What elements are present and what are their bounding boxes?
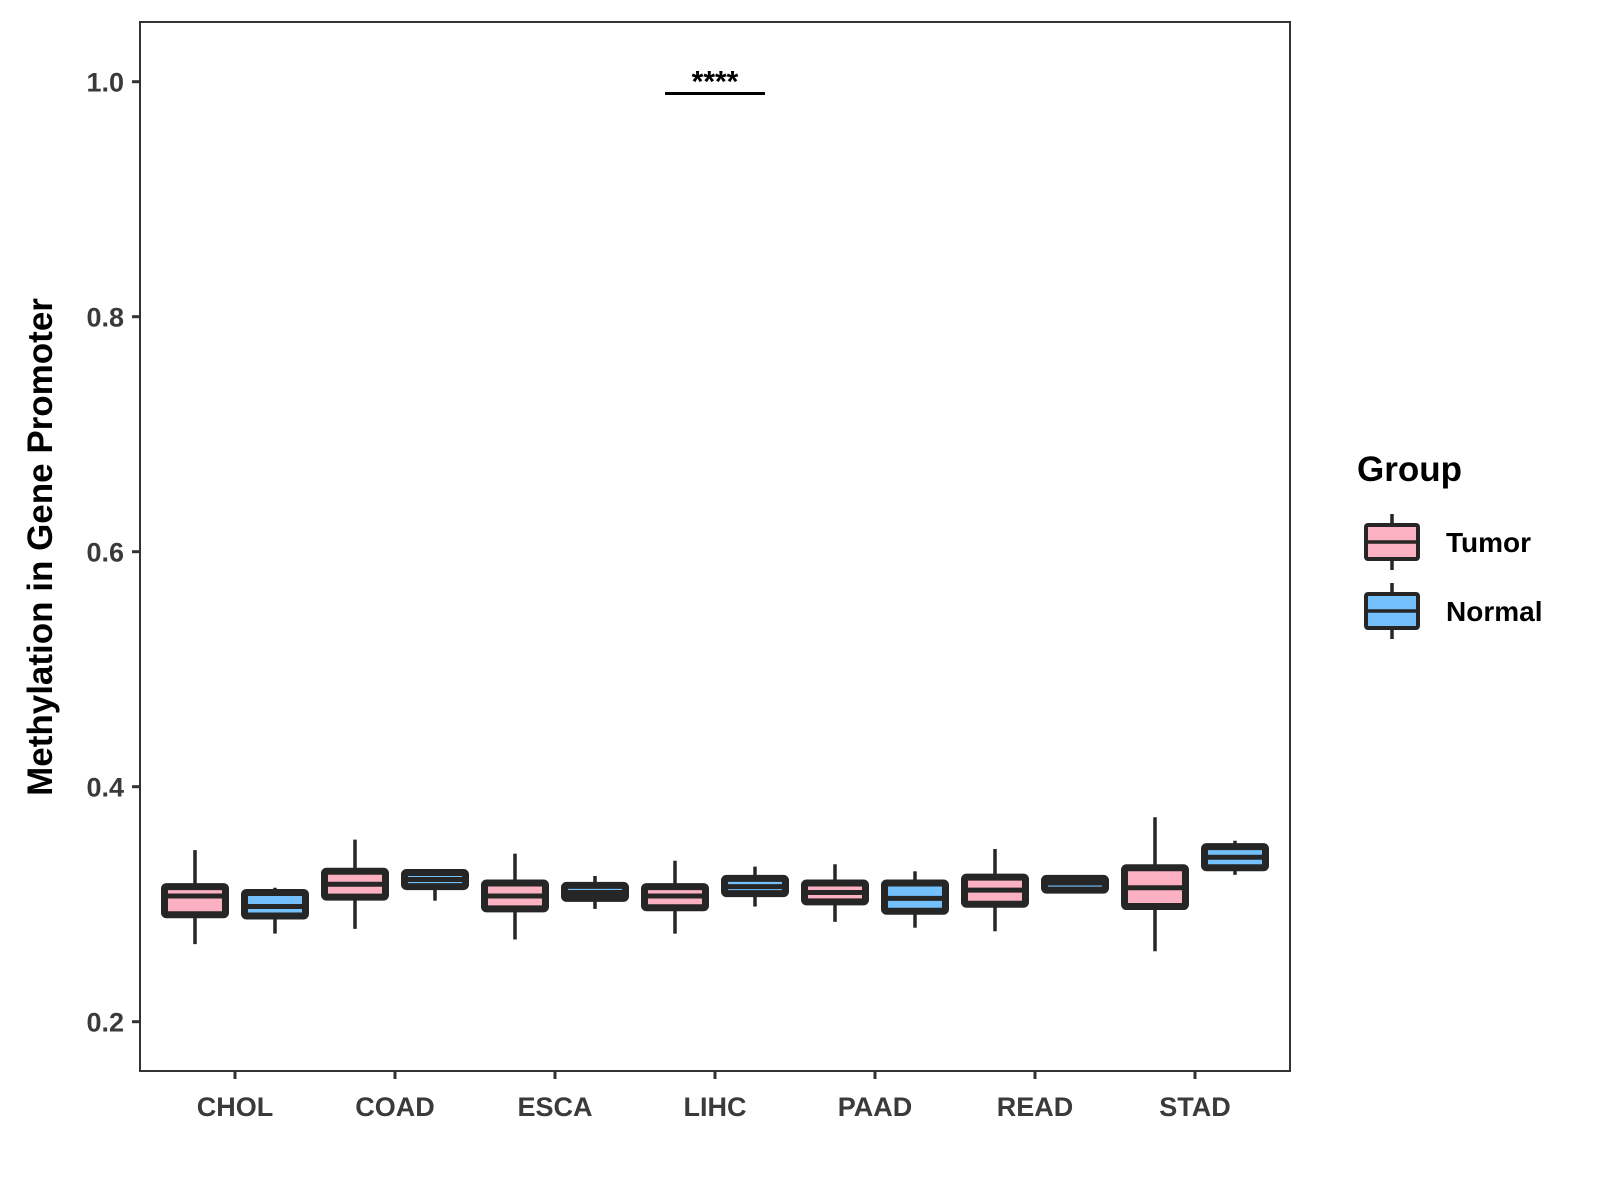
x-tick-label: CHOL [197,1092,274,1122]
y-tick-label: 0.4 [86,773,124,803]
x-tick-label: COAD [355,1092,435,1122]
box-tumor-coad [321,839,389,929]
x-tick-label: PAAD [838,1092,913,1122]
significance-annotation: **** [665,65,765,98]
legend-item-tumor: Tumor [1364,514,1531,570]
box-normal-esca [561,876,629,909]
box-normal-paad [881,871,949,928]
boxes [161,817,1269,952]
box-normal-coad [401,868,469,901]
box-iqr [161,883,229,919]
legend-label: Tumor [1446,527,1531,558]
y-tick-label: 0.8 [86,303,124,333]
box-tumor-chol [161,850,229,945]
box-tumor-lihc [641,860,709,934]
legend-label: Normal [1446,596,1542,627]
x-tick-label: ESCA [517,1092,592,1122]
y-tick-label: 1.0 [86,68,124,98]
y-axis: 0.2 0.4 0.6 0.8 1.0 [86,68,140,1038]
box-tumor-esca [481,853,549,940]
box-tumor-read [961,848,1029,932]
box-normal-stad [1201,840,1269,875]
box-normal-lihc [721,866,789,907]
x-tick-label: READ [997,1092,1074,1122]
x-axis: CHOL COAD ESCA LIHC PAAD READ STAD [197,1071,1231,1122]
box-normal-chol [241,887,309,934]
x-tick-label: LIHC [684,1092,747,1122]
y-axis-title: Methylation in Gene Promoter [21,298,60,796]
box-tumor-stad [1121,817,1189,952]
x-tick-label: STAD [1159,1092,1231,1122]
y-tick-label: 0.6 [86,538,124,568]
legend-title: Group [1357,450,1462,489]
plot-panel [139,21,1291,1072]
box-tumor-paad [801,864,869,922]
legend-item-normal: Normal [1364,583,1542,639]
significance-label: **** [692,65,739,98]
legend: Group Tumor Normal [1357,450,1542,639]
box-normal-read [1041,874,1109,894]
y-tick-label: 0.2 [86,1008,124,1038]
